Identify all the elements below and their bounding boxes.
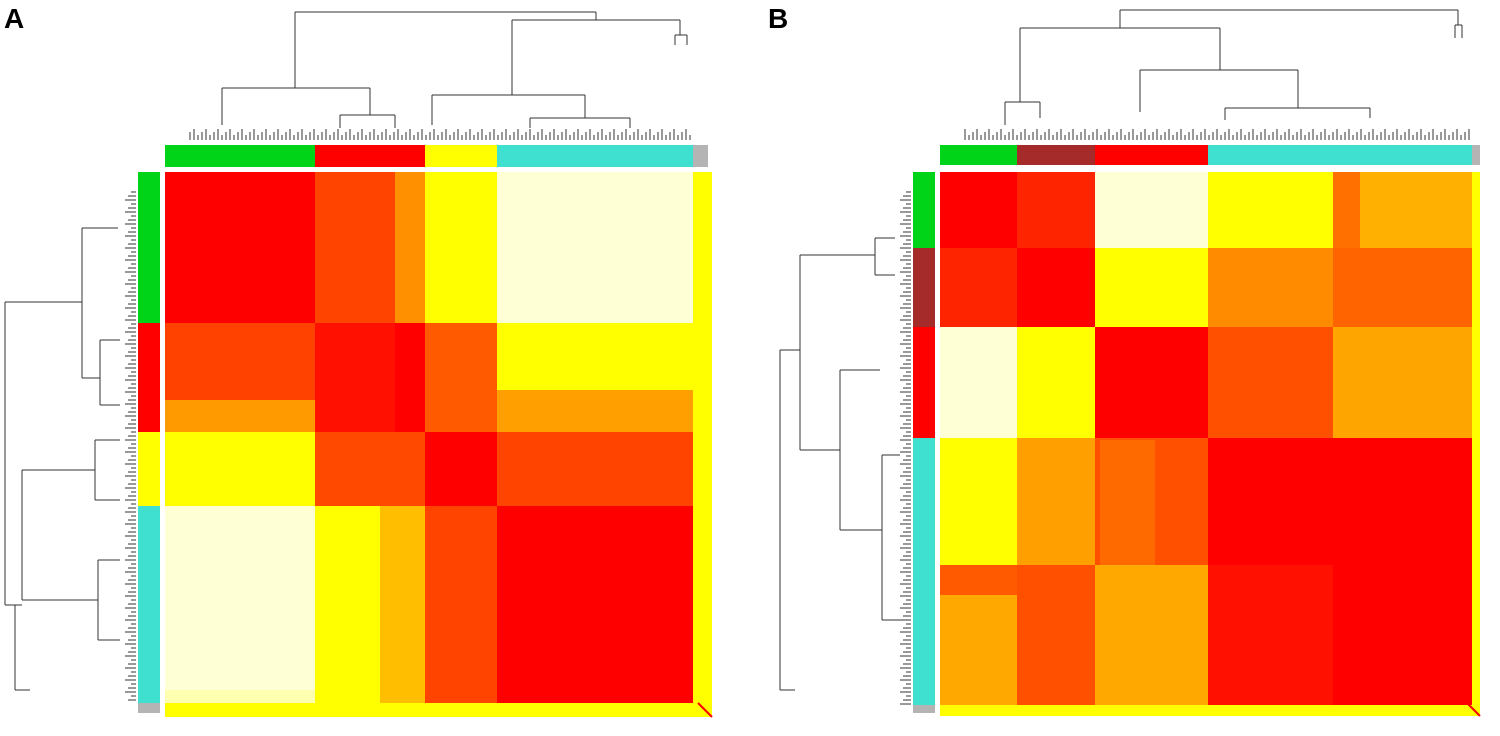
heatmap-block [1017, 248, 1095, 327]
heatmap-block [165, 172, 315, 323]
dendrogram [221, 87, 371, 125]
heatmaps [4, 9, 1481, 718]
heatmap-block [497, 703, 693, 713]
heatmap-block [315, 703, 425, 713]
heatmap-block [1017, 327, 1095, 438]
cluster-bar [497, 145, 693, 167]
heatmap-block [1472, 705, 1480, 713]
heatmap-block [497, 390, 693, 432]
heatmap-block [425, 172, 497, 323]
cluster-bar [425, 145, 497, 167]
heatmap-block [940, 327, 1017, 438]
heatmap-block [497, 432, 693, 506]
heatmap-block [165, 400, 315, 432]
heatmap-block [425, 323, 497, 432]
dendrogram [94, 439, 120, 501]
dendrogram [799, 254, 875, 451]
diagonal-end [1465, 701, 1481, 717]
heatmap-block [693, 703, 708, 713]
dendrogram [99, 339, 120, 406]
cluster-bar [1095, 145, 1208, 165]
dendrogram [1019, 27, 1221, 102]
heatmap-block [693, 506, 708, 703]
heatmap-block [1208, 565, 1333, 705]
cluster-bar [138, 172, 160, 323]
heatmap-block [1100, 440, 1155, 565]
heatmap-block [1472, 438, 1480, 705]
cluster-bar [913, 438, 935, 705]
heatmap-block [940, 705, 1017, 713]
heatmap-block [693, 432, 708, 506]
heatmap-block [1017, 438, 1095, 565]
cluster-bar [165, 145, 315, 167]
cluster-bar [138, 323, 160, 432]
dendrogram [1224, 107, 1371, 120]
panel-label: B [768, 3, 788, 34]
cluster-bar [138, 703, 160, 713]
cluster-bar [913, 327, 935, 438]
heatmap-block [1333, 327, 1472, 438]
heatmap-block [395, 172, 425, 323]
heatmap-block [1208, 705, 1472, 713]
dendrogram [529, 117, 631, 128]
heatmap-block [1472, 248, 1480, 327]
cluster-bar [913, 248, 935, 327]
dendrogram [97, 559, 120, 641]
dendrogram [779, 349, 800, 691]
dendrogram [1454, 10, 1463, 38]
cluster-bar [138, 432, 160, 506]
dendrogram [82, 227, 118, 379]
cluster-bar [693, 145, 708, 167]
dendrogram [674, 34, 688, 45]
cluster-bar [315, 145, 425, 167]
heatmap-block [1333, 248, 1472, 327]
heatmap-block [940, 248, 1017, 327]
heatmap-block [693, 172, 708, 323]
heatmap-block [165, 506, 315, 703]
dendrogram [5, 604, 30, 691]
dendrogram [1139, 69, 1299, 112]
cluster-bar [1472, 145, 1480, 165]
heatmap-block [380, 506, 425, 703]
cluster-bar [913, 172, 935, 248]
dendrogram [22, 469, 98, 601]
cluster-bar [138, 506, 160, 703]
dendrogram [431, 94, 586, 125]
heatmap-block [1017, 565, 1095, 705]
heatmap-block [1095, 705, 1208, 713]
heatmap-block [1095, 248, 1208, 327]
heatmap-block [497, 172, 693, 323]
heatmap-block [165, 703, 315, 713]
heatmap-block [165, 432, 315, 506]
heatmap-block [315, 432, 425, 506]
panel-label: A [4, 3, 24, 34]
heatmap-block [1095, 327, 1208, 438]
cluster-bar [1017, 145, 1095, 165]
dendrogram [1004, 101, 1041, 125]
heatmap-block [1017, 172, 1095, 248]
heatmap-block [1472, 327, 1480, 438]
heatmap-block [165, 690, 315, 703]
heatmap-block [940, 172, 1017, 248]
dendrogram [874, 237, 895, 276]
heatmap-block [1095, 172, 1208, 248]
heatmap-block [693, 323, 708, 432]
cluster-bar [940, 145, 1017, 165]
dendrogram [881, 454, 900, 621]
heatmap-block [497, 506, 693, 703]
dendrogram [339, 114, 396, 128]
heatmap-block [425, 432, 497, 506]
diagonal-end [697, 702, 713, 718]
heatmap-block [1472, 172, 1480, 248]
dendrogram [839, 369, 882, 531]
heatmap-block [425, 703, 497, 713]
heatmap-block [425, 506, 497, 703]
cluster-bar [1208, 145, 1472, 165]
heatmap-block [1017, 705, 1095, 713]
cluster-bar [913, 705, 935, 713]
heatmap-block [315, 323, 395, 432]
